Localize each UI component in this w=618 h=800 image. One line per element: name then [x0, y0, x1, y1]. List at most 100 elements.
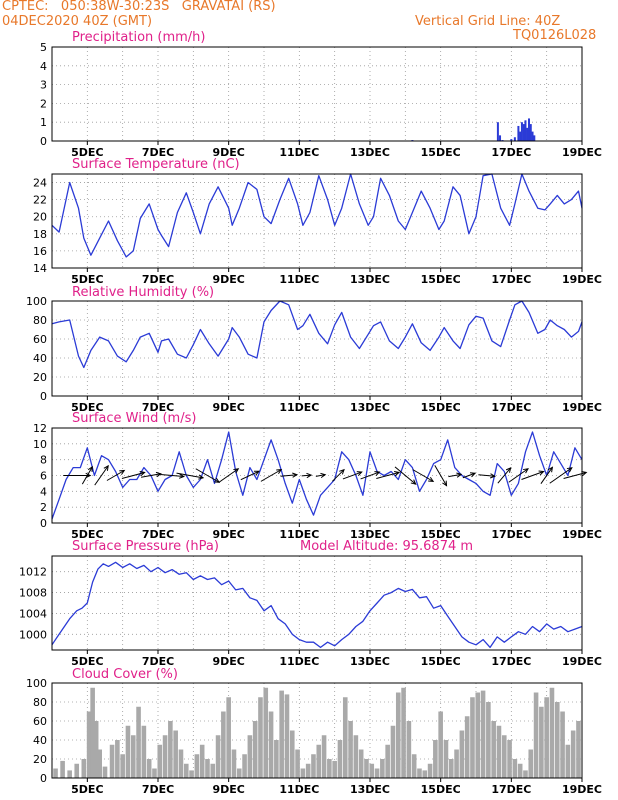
- cloud-bar: [374, 768, 380, 778]
- x-tick-label: 7DEC: [142, 273, 174, 286]
- cloud-bar: [183, 763, 189, 778]
- precip-bar: [496, 122, 499, 141]
- cloud-bar: [125, 725, 131, 778]
- cloud-bar: [300, 768, 306, 778]
- y-tick-label: 3: [40, 79, 47, 92]
- wind-arrow: [497, 466, 512, 484]
- panel-frame: [51, 173, 583, 269]
- x-tick-label: 15DEC: [421, 655, 461, 668]
- cloud-bar: [470, 697, 475, 778]
- cloud-bar: [570, 730, 576, 778]
- y-tick-label: 24: [33, 177, 47, 190]
- cloud-bar: [162, 735, 168, 778]
- panel-frame: [51, 555, 583, 651]
- x-tick-label: 19DEC: [562, 401, 602, 414]
- y-tick-label: 2: [40, 97, 47, 110]
- x-tick-label: 9DEC: [212, 783, 244, 796]
- cloud-bar: [523, 770, 528, 778]
- cloud-bar: [284, 694, 290, 778]
- cloud-bar: [348, 721, 353, 778]
- cloud-bar: [53, 768, 58, 778]
- wind-arrow: [106, 469, 126, 481]
- x-tick-label: 15DEC: [421, 783, 461, 796]
- cloud-bar: [342, 697, 348, 778]
- x-tick-label: 5DEC: [71, 783, 103, 796]
- x-tick-label: 11DEC: [279, 528, 319, 541]
- cloud-bar: [459, 730, 465, 778]
- precip-bar: [533, 135, 536, 141]
- run-date: 04DEC2020 40Z (GMT): [2, 14, 153, 29]
- precip-bar: [529, 124, 532, 141]
- cloud-bar: [576, 721, 581, 778]
- cloud-bar: [289, 730, 295, 778]
- wind-arrow: [521, 470, 545, 480]
- cloud-bar: [433, 740, 438, 778]
- x-tick-label: 9DEC: [212, 655, 244, 668]
- cloud-bar: [74, 763, 80, 778]
- cloud-bar: [141, 725, 147, 778]
- y-tick-label: 0: [40, 772, 47, 785]
- x-tick-label: 7DEC: [142, 783, 174, 796]
- cloud-bar: [486, 702, 491, 778]
- y-tick-label: 1012: [19, 566, 47, 579]
- y-tick-label: 1004: [19, 607, 47, 620]
- cloud-bar: [86, 711, 92, 778]
- cloud-bar: [480, 690, 486, 778]
- x-tick-label: 17DEC: [491, 528, 531, 541]
- cloud-bar: [358, 749, 364, 778]
- panel-title: Precipitation (mm/h): [72, 30, 205, 45]
- cloud-bar: [305, 763, 311, 778]
- cloud-bar: [475, 692, 481, 778]
- y-tick-label: 60: [33, 333, 47, 346]
- x-tick-label: 13DEC: [350, 655, 390, 668]
- wind-arrow: [121, 471, 146, 480]
- x-tick-label: 5DEC: [71, 655, 103, 668]
- cloud-bar: [311, 754, 316, 778]
- x-tick-label: 13DEC: [350, 273, 390, 286]
- x-tick-label: 13DEC: [350, 146, 390, 159]
- panel-title: Surface Temperature (nC): [72, 157, 240, 172]
- precip-bar: [526, 127, 529, 141]
- cloud-bar: [332, 760, 337, 778]
- cloud-bar: [517, 763, 523, 778]
- cloud-bar: [130, 735, 136, 778]
- y-tick-label: 40: [33, 734, 47, 747]
- cloud-bar: [539, 706, 544, 778]
- cloud-bar: [565, 744, 571, 778]
- model-code: TQ0126L028: [513, 28, 597, 43]
- wind-arrow: [315, 472, 327, 479]
- x-tick-label: 7DEC: [142, 528, 174, 541]
- wind-arrow: [376, 471, 401, 480]
- wind-arrow: [394, 466, 417, 485]
- wind-arrow: [332, 468, 345, 482]
- wind-arrow: [508, 468, 529, 483]
- wind-arrow: [63, 472, 92, 479]
- cloud-bar: [491, 721, 496, 778]
- x-tick-label: 13DEC: [350, 401, 390, 414]
- cloud-bar: [274, 740, 279, 778]
- cloud-bar: [443, 740, 449, 778]
- panel-title: Cloud Cover (%): [72, 667, 178, 682]
- cloud-bar: [115, 740, 120, 778]
- cloud-bar: [178, 749, 184, 778]
- series-line: [51, 173, 583, 258]
- cloud-bar: [279, 690, 284, 778]
- y-tick-label: 60: [33, 715, 47, 728]
- y-tick-label: 0: [40, 135, 47, 148]
- wind-arrow: [412, 469, 435, 482]
- cloud-bar: [560, 711, 565, 778]
- cloud-bar: [390, 725, 396, 778]
- y-tick-label: 14: [33, 262, 47, 275]
- cloud-bar: [221, 711, 226, 778]
- y-tick-label: 8: [40, 454, 47, 467]
- wind-arrow: [301, 472, 313, 479]
- y-tick-label: 1008: [19, 587, 47, 600]
- wind-arrow: [360, 471, 381, 480]
- cloud-bar: [173, 730, 178, 778]
- precip-bar: [517, 125, 520, 141]
- cloud-bar: [67, 770, 72, 778]
- panel-2: 0 20 40 60 80 100 5DEC 7DEC 9DEC 11DEC 13DEC 15DEC 1…: [26, 285, 602, 414]
- cloud-bar: [554, 702, 560, 778]
- station-info: CPTEC: 050:38W-30:23S GRAVATAI (RS): [2, 0, 276, 14]
- x-tick-label: 19DEC: [562, 273, 602, 286]
